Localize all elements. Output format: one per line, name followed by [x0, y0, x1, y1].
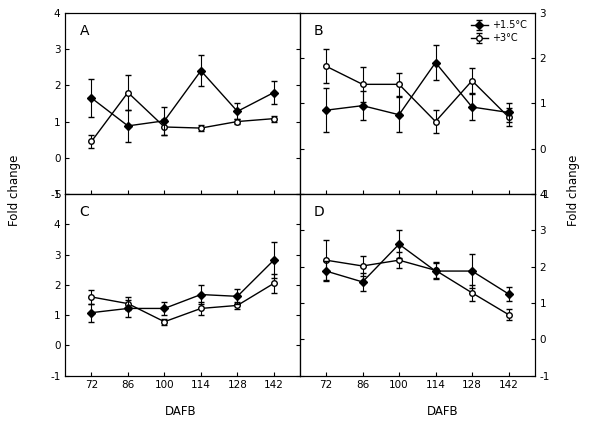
- Text: Fold change: Fold change: [567, 154, 580, 226]
- Text: DAFB: DAFB: [426, 405, 459, 418]
- Text: C: C: [80, 205, 89, 219]
- Text: A: A: [80, 24, 89, 38]
- Text: DAFB: DAFB: [165, 405, 197, 418]
- Text: B: B: [314, 24, 324, 38]
- Text: Fold change: Fold change: [8, 154, 21, 226]
- Legend: +1.5°C, +3°C: +1.5°C, +3°C: [467, 18, 530, 46]
- Text: D: D: [314, 205, 325, 219]
